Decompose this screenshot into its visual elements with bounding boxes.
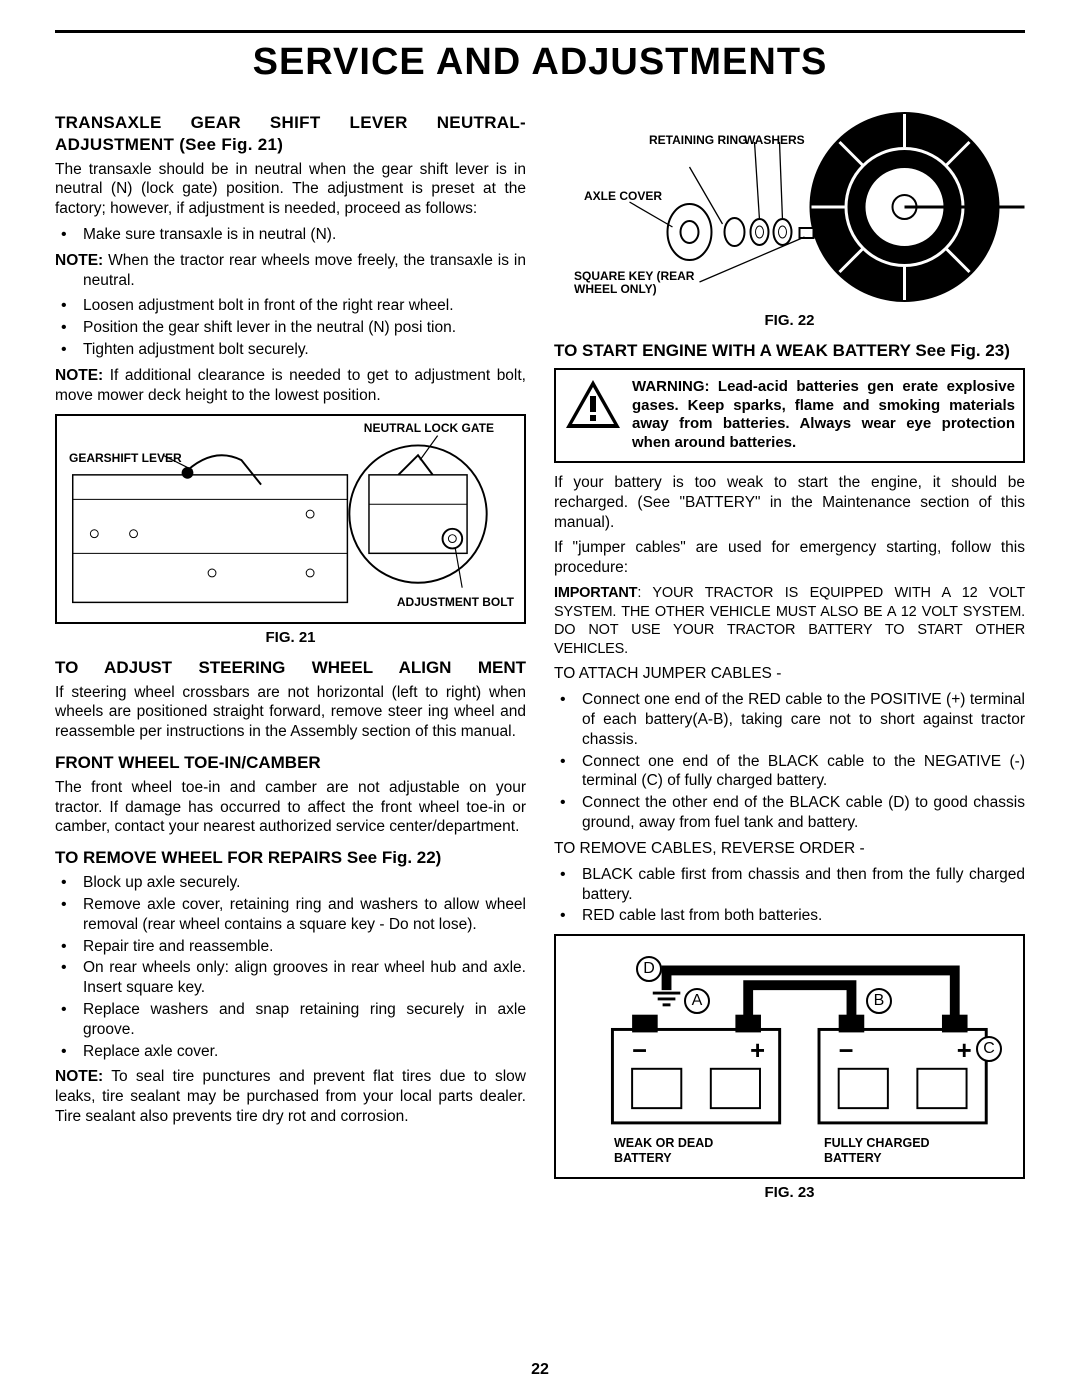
bullets-attach: Connect one end of the RED cable to the …: [554, 690, 1025, 833]
para-battery-1: If your battery is too weak to start the…: [554, 473, 1025, 532]
list-item: Connect one end of the RED cable to the …: [554, 690, 1025, 749]
figure-23: − + − + D A B C: [554, 934, 1025, 1179]
fig21-label-neutral: NEUTRAL LOCK GATE: [364, 422, 494, 435]
figure-21: GEARSHIFT LEVER NEUTRAL LOCK GATE ADJUST…: [55, 414, 526, 624]
list-item: Block up axle securely.: [55, 873, 526, 893]
heading-toein: FRONT WHEEL TOE-IN/CAMBER: [55, 752, 526, 774]
fig22-caption: FIG. 22: [554, 311, 1025, 330]
para-battery-2: If "jumper cables" are used for emergenc…: [554, 538, 1025, 578]
warning-icon: [564, 378, 622, 430]
list-item: Repair tire and reassemble.: [55, 937, 526, 957]
left-column: TRANSAXLE GEAR SHIFT LEVER NEUTRAL- ADJU…: [55, 102, 526, 1210]
fig22-label-retaining: RETAINING RING: [649, 134, 747, 147]
list-item: On rear wheels only: align grooves in re…: [55, 958, 526, 998]
top-rule: [55, 30, 1025, 33]
note-1: NOTE: When the tractor rear wheels move …: [55, 251, 526, 291]
fig22-label-axle: AXLE COVER: [584, 190, 662, 203]
bullets-removewheel: Block up axle securely. Remove axle cove…: [55, 873, 526, 1061]
note-2: NOTE: If additional clearance is needed …: [55, 366, 526, 406]
fig23-label-weak: WEAK OR DEAD BATTERY: [614, 1136, 744, 1165]
heading-steering: TO ADJUST STEERING WHEEL ALIGN MENT: [55, 657, 526, 679]
note-label: NOTE:: [55, 367, 103, 384]
bullets-remove: BLACK cable first from chassis and then …: [554, 865, 1025, 926]
list-item: Loosen adjustment bolt in front of the r…: [55, 296, 526, 316]
fig22-label-sqkey: SQUARE KEY (REAR WHEEL ONLY): [574, 270, 724, 296]
heading-startengine: TO START ENGINE WITH A WEAK BATTERY See …: [554, 340, 1025, 362]
list-item: Remove axle cover, retaining ring and wa…: [55, 895, 526, 935]
list-item: RED cable last from both batteries.: [554, 906, 1025, 926]
right-column: RETAINING RING WASHERS AXLE COVER SQUARE…: [554, 102, 1025, 1210]
para-steering: If steering wheel crossbars are not hori…: [55, 683, 526, 742]
note-text: If additional clearance is needed to get…: [55, 367, 526, 404]
page-number: 22: [531, 1361, 549, 1379]
svg-text:−: −: [632, 1037, 647, 1065]
remove-heading: TO REMOVE CABLES, REVERSE ORDER -: [554, 839, 1025, 859]
content-columns: TRANSAXLE GEAR SHIFT LEVER NEUTRAL- ADJU…: [55, 102, 1025, 1210]
svg-text:+: +: [957, 1037, 972, 1065]
list-item: Replace axle cover.: [55, 1042, 526, 1062]
fig23-caption: FIG. 23: [554, 1183, 1025, 1202]
important-label: IMPORTANT: [554, 585, 637, 601]
bullets-transaxle-2: Loosen adjustment bolt in front of the r…: [55, 296, 526, 359]
fig21-svg: [57, 416, 524, 622]
list-item: Replace washers and snap retaining ring …: [55, 1000, 526, 1040]
fig21-label-adjbolt: ADJUSTMENT BOLT: [397, 596, 514, 609]
list-item: Position the gear shift lever in the neu…: [55, 318, 526, 338]
figure-22: RETAINING RING WASHERS AXLE COVER SQUARE…: [554, 102, 1025, 307]
bullets-transaxle-1: Make sure transaxle is in neutral (N).: [55, 225, 526, 245]
svg-text:−: −: [839, 1037, 854, 1065]
note-3: NOTE: To seal tire punctures and prevent…: [55, 1067, 526, 1126]
list-item: Make sure transaxle is in neutral (N).: [55, 225, 526, 245]
list-item: Connect the other end of the BLACK cable…: [554, 793, 1025, 833]
page-title: SERVICE AND ADJUSTMENTS: [55, 41, 1025, 84]
list-item: BLACK cable first from chassis and then …: [554, 865, 1025, 905]
important-note: IMPORTANT: YOUR TRACTOR IS EQUIPPED WITH…: [554, 584, 1025, 658]
attach-heading: TO ATTACH JUMPER CABLES -: [554, 664, 1025, 684]
heading-removewheel: TO REMOVE WHEEL FOR REPAIRS See Fig. 22): [55, 847, 526, 869]
para-transaxle-intro: The transaxle should be in neutral when …: [55, 160, 526, 219]
fig21-label-gearshift: GEARSHIFT LEVER: [69, 452, 182, 465]
note-text: When the tractor rear wheels move freely…: [83, 252, 526, 289]
note-label: NOTE:: [55, 252, 103, 269]
fig21-caption: FIG. 21: [55, 628, 526, 647]
list-item: Connect one end of the BLACK cable to th…: [554, 752, 1025, 792]
fig23-label-full: FULLY CHARGED BATTERY: [824, 1136, 964, 1165]
list-item: Tighten adjustment bolt securely.: [55, 340, 526, 360]
fig22-label-washers: WASHERS: [744, 134, 805, 147]
warning-text: WARNING: Lead-acid batteries gen erate e…: [632, 378, 1015, 453]
para-toein: The front wheel toe-in and camber are no…: [55, 778, 526, 837]
note-text: To seal tire punctures and prevent flat …: [55, 1068, 526, 1125]
heading-transaxle: TRANSAXLE GEAR SHIFT LEVER NEUTRAL- ADJU…: [55, 112, 526, 156]
svg-text:+: +: [750, 1037, 765, 1065]
note-label: NOTE:: [55, 1068, 103, 1085]
warning-box: WARNING: Lead-acid batteries gen erate e…: [554, 368, 1025, 463]
warning-label: WARNING: [632, 378, 705, 395]
